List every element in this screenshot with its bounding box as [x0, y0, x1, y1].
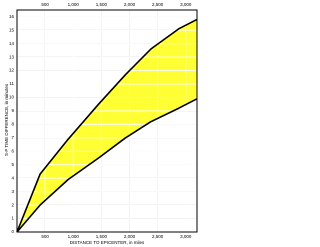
x-tick-label: 1,000 [68, 2, 80, 7]
plot-frame [16, 9, 198, 233]
y-tick-label: 13 [9, 54, 15, 59]
y-tick-label: 11 [9, 81, 14, 86]
x-tick-label: 1,000 [68, 234, 80, 239]
x-tick-label: 3,000 [180, 234, 192, 239]
x-tick-label: 2,000 [124, 2, 136, 7]
y-tick-label: 15 [9, 27, 15, 32]
y-tick-label: 9 [11, 108, 14, 113]
x-axis-label: DISTANCE TO EPICENTER, in miles [70, 240, 145, 245]
y-tick-label: 3 [11, 189, 14, 194]
chart: DISTANCE TO EPICENTER, in miles S-P TIME… [4, 2, 198, 245]
y-tick-label: 8 [11, 122, 14, 127]
x-tick-label: 2,500 [152, 234, 164, 239]
curve [16, 18, 198, 233]
x-tick-label: 500 [41, 2, 49, 7]
x-tick-label: 1,500 [96, 2, 108, 7]
y-tick-label: 7 [11, 135, 14, 140]
y-tick-label: 1 [11, 216, 14, 221]
x-tick-label: 2,000 [124, 234, 136, 239]
y-tick-label: 4 [11, 175, 14, 180]
y-tick-label: 5 [11, 162, 14, 167]
x-tick-label: 3,000 [180, 2, 192, 7]
y-tick-label: 10 [9, 95, 15, 100]
y-tick-label: 0 [11, 229, 14, 234]
y-axis-label: S-P TIME DIFFERENCE, in minutes [4, 83, 9, 156]
band-fill [17, 19, 197, 232]
x-tick-label: 1,500 [96, 234, 108, 239]
y-tick-label: 2 [11, 202, 14, 207]
y-tick-label: 16 [9, 14, 15, 19]
y-tick-label: 6 [11, 148, 14, 153]
y-tick-label: 12 [9, 68, 15, 73]
curve [16, 98, 198, 233]
y-tick-label: 14 [9, 41, 15, 46]
x-tick-label: 500 [41, 234, 49, 239]
x-tick-label: 2,500 [152, 2, 164, 7]
